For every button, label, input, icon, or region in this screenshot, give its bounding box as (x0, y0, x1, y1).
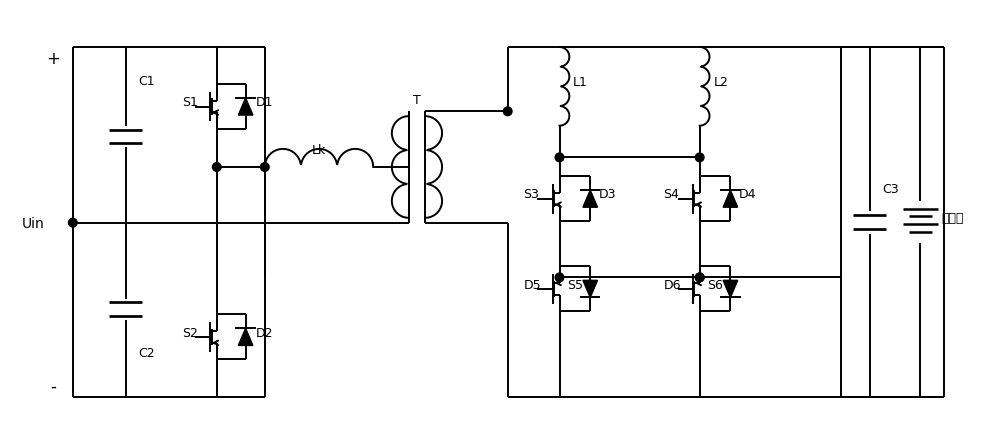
Polygon shape (723, 190, 738, 208)
Polygon shape (238, 99, 253, 116)
Text: T: T (413, 94, 421, 107)
Circle shape (260, 163, 269, 172)
Text: Lk: Lk (312, 144, 326, 157)
Text: L1: L1 (573, 76, 588, 89)
Text: D1: D1 (256, 96, 274, 109)
Circle shape (555, 154, 564, 162)
Text: S2: S2 (182, 326, 198, 339)
Text: D5: D5 (524, 278, 541, 291)
Text: -: - (51, 377, 57, 395)
Text: C3: C3 (882, 183, 899, 196)
Circle shape (503, 108, 512, 117)
Text: C1: C1 (138, 75, 155, 88)
Text: D3: D3 (599, 188, 616, 201)
Polygon shape (238, 329, 253, 346)
Text: C2: C2 (138, 346, 155, 359)
Text: S5: S5 (567, 278, 583, 291)
Circle shape (555, 273, 564, 282)
Text: D4: D4 (739, 188, 756, 201)
Text: D2: D2 (256, 326, 274, 339)
Circle shape (212, 163, 221, 172)
Polygon shape (723, 281, 738, 298)
Circle shape (695, 273, 704, 282)
Circle shape (68, 219, 77, 227)
Text: L2: L2 (713, 76, 728, 89)
Text: +: + (47, 50, 61, 68)
Polygon shape (583, 281, 598, 298)
Text: D6: D6 (664, 278, 682, 291)
Polygon shape (583, 190, 598, 208)
Circle shape (695, 273, 704, 282)
Text: S4: S4 (663, 188, 679, 201)
Text: Uin: Uin (21, 216, 44, 230)
Text: S1: S1 (182, 96, 198, 109)
Text: S6: S6 (707, 278, 723, 291)
Text: S3: S3 (523, 188, 539, 201)
Text: 电池组: 电池组 (942, 212, 964, 224)
Circle shape (695, 154, 704, 162)
